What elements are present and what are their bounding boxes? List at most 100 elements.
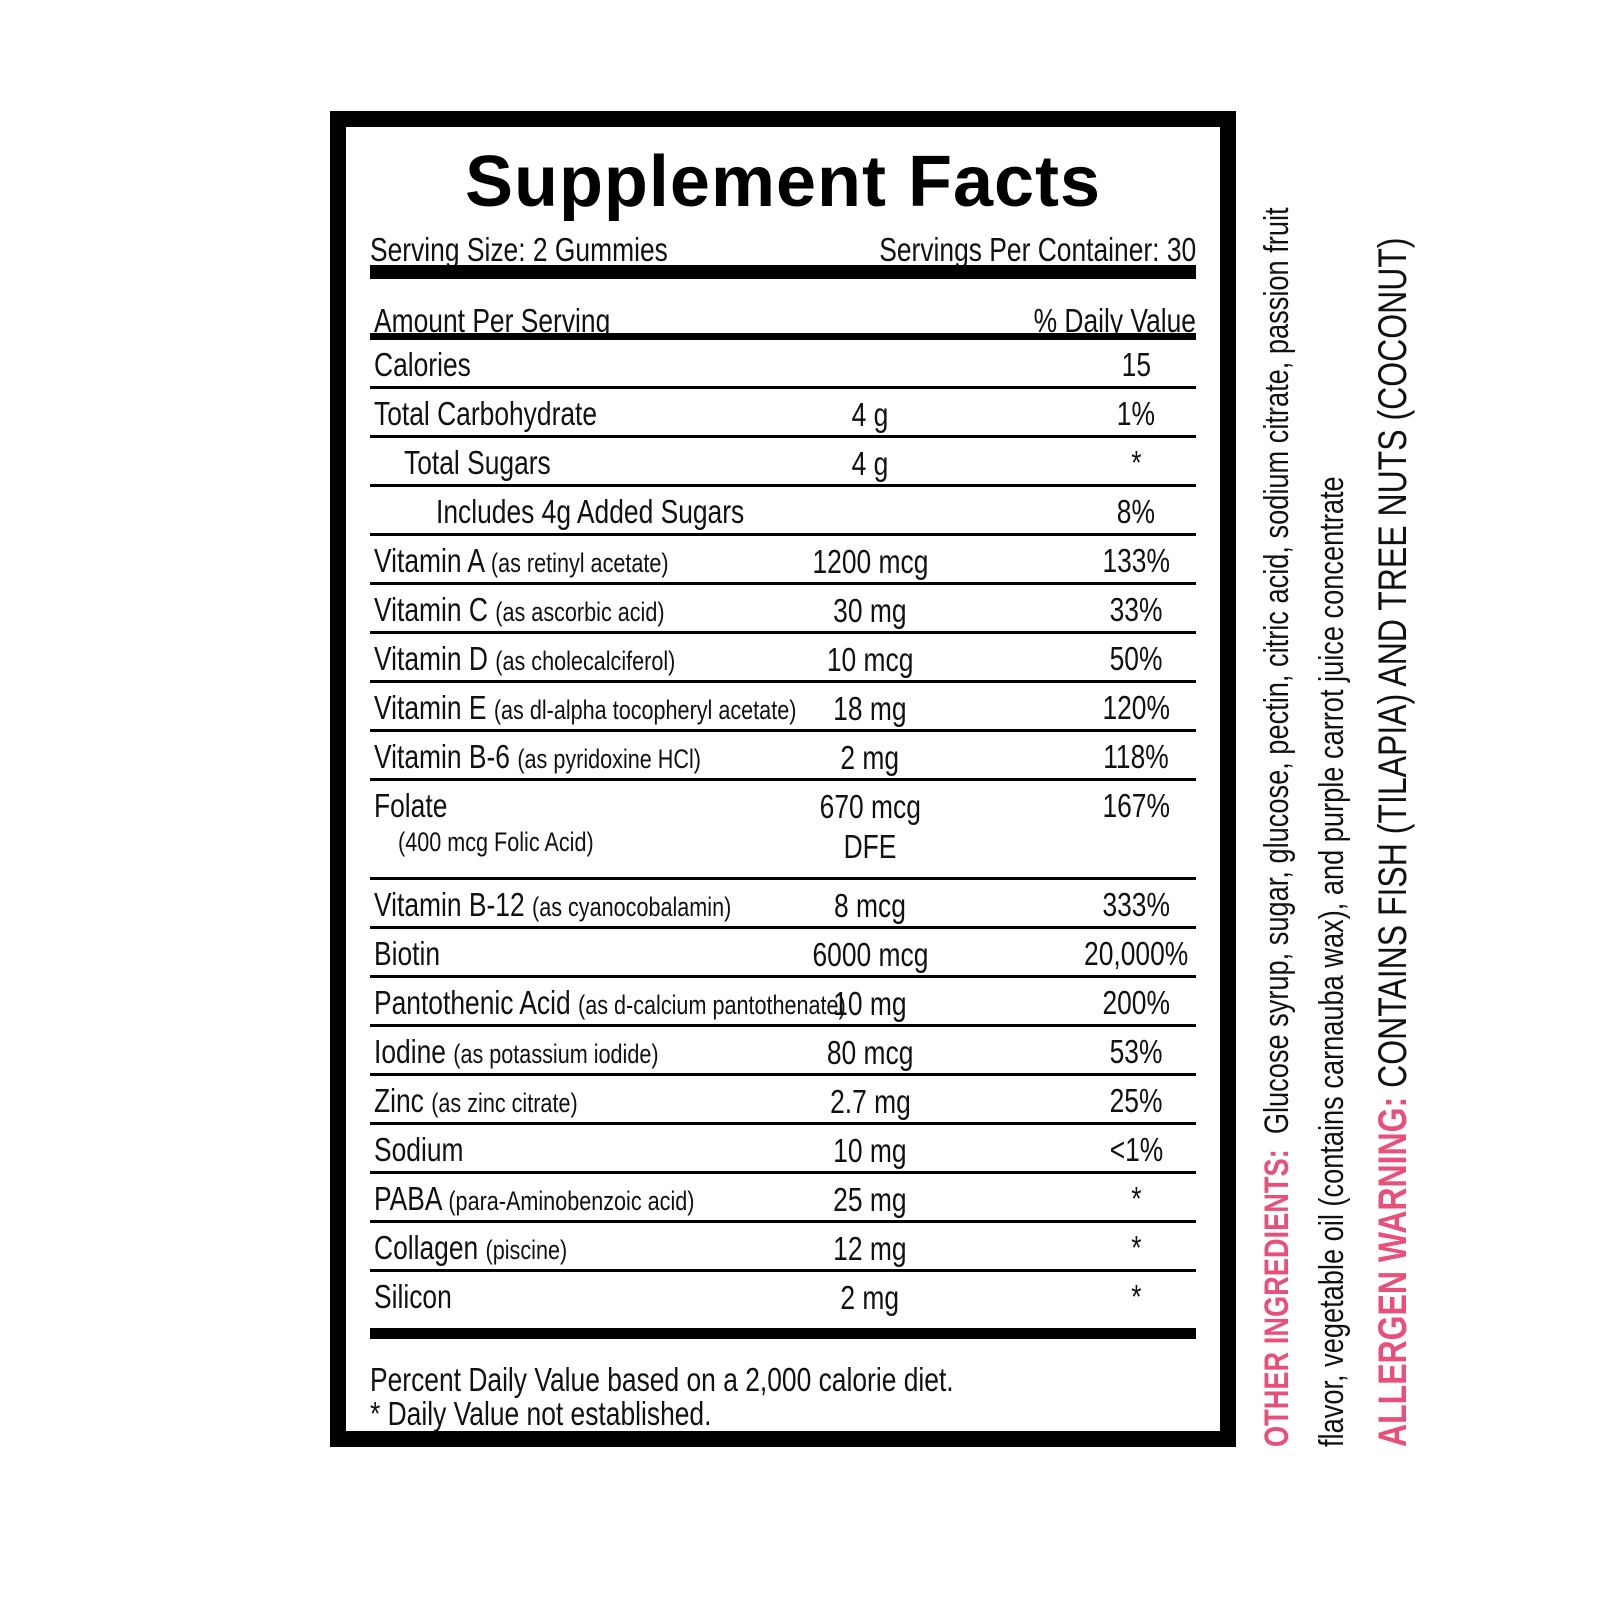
nutrient-amount: 30 mg	[833, 592, 907, 629]
nutrient-detail: (as pyridoxine HCl)	[517, 744, 701, 774]
nutrient-detail: (as ascorbic acid)	[495, 597, 665, 627]
nutrient-daily-value: 50%	[1109, 640, 1163, 677]
nutrient-row: Total Carbohydrate 4 g 1%	[370, 389, 1196, 438]
nutrient-row: Vitamin B-12 (as cyanocobalamin) 8 mcg 333…	[370, 880, 1196, 929]
nutrient-row: Folate (400 mcg Folic Acid) 670 mcg DFE 167%	[370, 781, 1196, 880]
other-ingredients-line2: flavor, vegetable oil (contains carnauba…	[1313, 476, 1351, 1447]
nutrient-daily-value: <1%	[1109, 1131, 1163, 1168]
nutrient-detail: (as cholecalciferol)	[495, 646, 676, 676]
nutrient-row: Vitamin D (as cholecalciferol) 10 mcg 50%	[370, 634, 1196, 683]
nutrient-row: Includes 4g Added Sugars 8%	[370, 487, 1196, 536]
nutrient-row: Calories 15	[370, 340, 1196, 389]
nutrient-amount: 2.7 mg	[829, 1083, 911, 1120]
nutrient-detail: (para-Aminobenzoic acid)	[448, 1186, 695, 1216]
side-panel-text: OTHER INGREDIENTS: Glucose syrup, sugar,…	[1250, 107, 1426, 1447]
nutrient-amount: 10 mcg	[826, 641, 914, 678]
nutrient-daily-value: *	[1130, 444, 1142, 481]
nutrient-name: Vitamin E	[374, 689, 487, 726]
nutrient-name: Collagen	[374, 1229, 479, 1266]
allergen-warning-text: CONTAINS FISH (TILAPIA) AND TREE NUTS (C…	[1371, 237, 1415, 1088]
nutrient-detail: (as dl-alpha tocopheryl acetate)	[493, 695, 797, 725]
nutrient-row: Total Sugars 4 g *	[370, 438, 1196, 487]
nutrient-detail: (as potassium iodide)	[453, 1039, 659, 1069]
allergen-warning-label: ALLERGEN WARNING:	[1371, 1096, 1415, 1447]
nutrient-row: Zinc (as zinc citrate) 2.7 mg 25%	[370, 1076, 1196, 1125]
nutrient-daily-value: *	[1130, 1229, 1142, 1266]
other-ingredients-line1: Glucose syrup, sugar, glucose, pectin, c…	[1258, 207, 1296, 1135]
nutrient-daily-value: 118%	[1103, 738, 1169, 775]
nutrient-row: Biotin 6000 mcg 20,000%	[370, 929, 1196, 978]
nutrient-row: Vitamin E (as dl-alpha tocopheryl acetat…	[370, 683, 1196, 732]
servings-per-container: Servings Per Container: 30	[879, 231, 1196, 268]
nutrient-daily-value: 53%	[1109, 1033, 1163, 1070]
nutrient-daily-value: 15	[1121, 346, 1151, 383]
nutrient-name: Sodium	[374, 1131, 464, 1168]
nutrient-amount: 10 mg	[833, 1132, 907, 1169]
nutrient-row: Collagen (piscine) 12 mg *	[370, 1223, 1196, 1272]
nutrient-row: Vitamin C (as ascorbic acid) 30 mg 33%	[370, 585, 1196, 634]
nutrient-name: Vitamin B-6	[374, 738, 510, 775]
nutrient-name: Includes 4g Added Sugars	[436, 493, 745, 530]
nutrient-name: Folate	[374, 787, 448, 824]
nutrient-amount: 10 mg	[833, 985, 907, 1022]
nutrient-amount: 2 mg	[840, 739, 900, 776]
nutrient-amount: 4 g	[851, 445, 889, 482]
nutrient-name: Vitamin C	[374, 591, 488, 628]
nutrient-daily-value: 8%	[1116, 493, 1156, 530]
nutrient-name: Iodine	[374, 1033, 446, 1070]
nutrient-amount: 6000 mcg	[812, 936, 928, 973]
nutrient-daily-value: 33%	[1109, 591, 1163, 628]
nutrient-name: Vitamin A	[374, 542, 484, 579]
nutrient-daily-value: 167%	[1102, 787, 1170, 824]
nutrient-name: Vitamin B-12	[374, 886, 525, 923]
nutrient-daily-value: 1%	[1116, 395, 1156, 432]
nutrient-row: Iodine (as potassium iodide) 80 mcg 53%	[370, 1027, 1196, 1076]
nutrient-row: Vitamin A (as retinyl acetate) 1200 mcg 13…	[370, 536, 1196, 585]
nutrient-row: PABA (para-Aminobenzoic acid) 25 mg *	[370, 1174, 1196, 1223]
divider-medium	[370, 333, 1196, 340]
nutrient-name: Calories	[374, 346, 471, 383]
nutrient-daily-value: 25%	[1109, 1082, 1163, 1119]
daily-value-header: % Daily Value	[1033, 302, 1196, 339]
nutrient-amount: 80 mcg	[826, 1034, 914, 1071]
nutrient-detail: (as d-calcium pantothenate)	[578, 990, 846, 1020]
nutrient-daily-value: 200%	[1102, 984, 1170, 1021]
panel-title: Supplement Facts	[464, 142, 1102, 222]
nutrient-daily-value: *	[1130, 1278, 1142, 1315]
nutrient-amount: 8 mcg	[834, 887, 906, 924]
other-ingredients-label: OTHER INGREDIENTS:	[1258, 1149, 1296, 1447]
nutrient-name: Vitamin D	[374, 640, 488, 677]
nutrient-amount: 4 g	[851, 396, 889, 433]
divider-thick-bottom	[370, 1328, 1196, 1339]
nutrient-amount: 2 mg	[840, 1279, 900, 1316]
nutrient-detail: (piscine)	[485, 1235, 568, 1265]
nutrient-name: Pantothenic Acid	[374, 984, 571, 1021]
nutrient-daily-value: 120%	[1102, 689, 1170, 726]
nutrient-name: Total Sugars	[404, 444, 551, 481]
nutrient-detail: (as retinyl acetate)	[490, 548, 669, 578]
nutrient-name: Biotin	[374, 935, 441, 972]
nutrient-daily-value: 333%	[1102, 886, 1170, 923]
nutrient-subnote: (400 mcg Folic Acid)	[398, 827, 594, 857]
nutrient-row: Silicon 2 mg *	[370, 1272, 1196, 1318]
nutrient-daily-value: *	[1130, 1180, 1142, 1217]
nutrient-detail: (as zinc citrate)	[431, 1088, 578, 1118]
serving-size: Serving Size: 2 Gummies	[370, 231, 668, 268]
nutrient-amount: 670 mcg	[819, 788, 921, 825]
nutrient-amount-unit: DFE	[843, 828, 897, 865]
amount-per-serving-header: Amount Per Serving	[374, 302, 611, 339]
nutrient-amount: 25 mg	[833, 1181, 907, 1218]
nutrient-amount: 18 mg	[833, 690, 907, 727]
nutrient-row: Sodium 10 mg <1%	[370, 1125, 1196, 1174]
nutrient-daily-value: 133%	[1102, 542, 1170, 579]
nutrient-name: PABA	[374, 1180, 442, 1217]
supplement-facts-panel: Supplement Facts Serving Size: 2 Gummies…	[330, 111, 1236, 1447]
nutrient-amount: 12 mg	[833, 1230, 907, 1267]
nutrient-detail: (as cyanocobalamin)	[532, 892, 732, 922]
nutrient-row: Vitamin B-6 (as pyridoxine HCl) 2 mg 118%	[370, 732, 1196, 781]
nutrient-name: Total Carbohydrate	[374, 395, 598, 432]
nutrient-daily-value: 20,000%	[1083, 935, 1189, 972]
footnote-daily-value: Percent Daily Value based on a 2,000 cal…	[370, 1361, 954, 1398]
divider-thick	[370, 265, 1196, 279]
nutrient-name: Zinc	[374, 1082, 424, 1119]
